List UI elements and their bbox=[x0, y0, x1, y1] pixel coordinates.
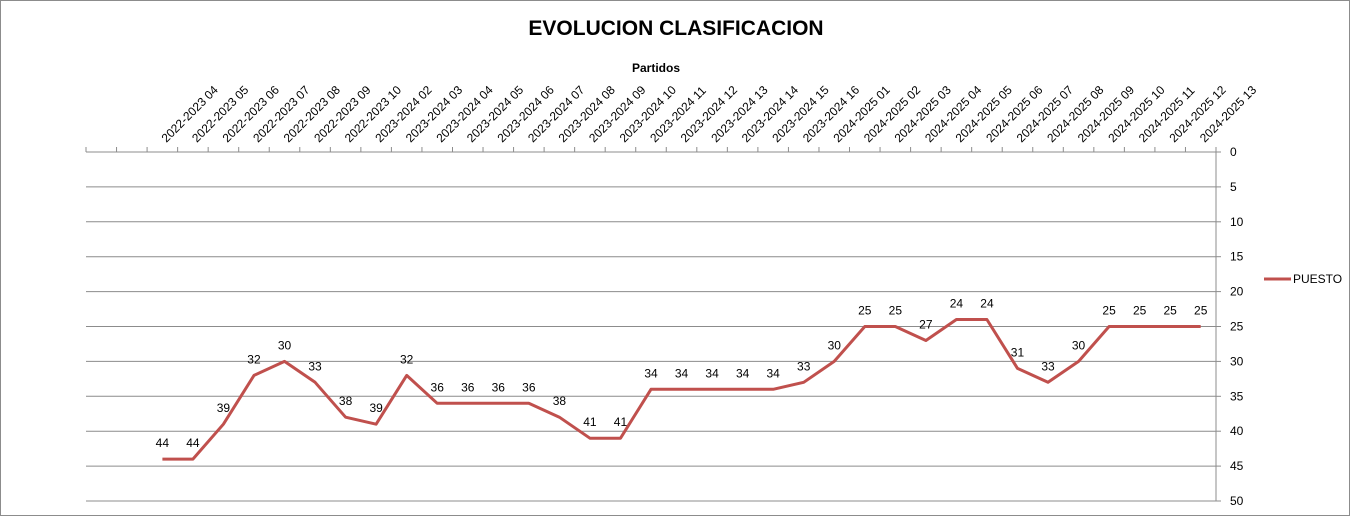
data-label: 25 bbox=[1133, 304, 1147, 318]
y-tick-label: 0 bbox=[1230, 145, 1237, 159]
data-label: 27 bbox=[919, 317, 933, 331]
data-label: 33 bbox=[1041, 359, 1055, 373]
y-tick-label: 10 bbox=[1230, 215, 1244, 229]
data-label: 36 bbox=[492, 380, 506, 394]
series-layer bbox=[162, 318, 1201, 461]
data-label: 34 bbox=[644, 366, 658, 380]
data-label: 30 bbox=[1072, 338, 1086, 352]
data-label: 32 bbox=[247, 352, 261, 366]
data-label: 34 bbox=[705, 366, 719, 380]
gridlines bbox=[86, 186, 1216, 502]
data-label: 36 bbox=[431, 380, 445, 394]
data-label: 25 bbox=[889, 304, 903, 318]
x-axis-title: Partidos bbox=[632, 61, 680, 75]
data-label: 34 bbox=[736, 366, 750, 380]
data-label: 41 bbox=[583, 415, 597, 429]
y-tick-label: 5 bbox=[1230, 180, 1237, 194]
data-label: 32 bbox=[400, 352, 414, 366]
data-label: 24 bbox=[980, 297, 994, 311]
data-label: 25 bbox=[1194, 304, 1208, 318]
y-tick-label: 20 bbox=[1230, 285, 1244, 299]
data-label: 33 bbox=[797, 359, 811, 373]
data-label: 30 bbox=[828, 338, 842, 352]
legend: PUESTO bbox=[1264, 272, 1342, 286]
data-label: 36 bbox=[461, 380, 475, 394]
y-tick-label: 25 bbox=[1230, 320, 1244, 334]
data-label: 25 bbox=[858, 304, 872, 318]
y-tick-label: 30 bbox=[1230, 354, 1244, 368]
axes bbox=[85, 147, 1221, 502]
series-line-puesto bbox=[162, 318, 1201, 461]
y-tick-label: 35 bbox=[1230, 389, 1244, 403]
data-label: 33 bbox=[308, 359, 322, 373]
data-label: 39 bbox=[217, 401, 231, 415]
data-label: 38 bbox=[553, 394, 567, 408]
chart-title: EVOLUCION CLASIFICACION bbox=[528, 17, 823, 40]
data-label: 36 bbox=[522, 380, 536, 394]
data-label: 39 bbox=[369, 401, 383, 415]
data-label: 34 bbox=[766, 366, 780, 380]
data-label: 25 bbox=[1164, 304, 1178, 318]
data-label: 44 bbox=[156, 436, 170, 450]
data-label: 24 bbox=[950, 297, 964, 311]
y-tick-labels: 0 5 10 15 20 25 30 35 40 45 50 bbox=[1230, 145, 1244, 508]
y-tick-label: 45 bbox=[1230, 459, 1244, 473]
data-label: 41 bbox=[614, 415, 628, 429]
legend-label-puesto: PUESTO bbox=[1293, 272, 1342, 286]
data-label: 30 bbox=[278, 338, 292, 352]
data-labels: 44 44 39 32 30 33 38 39 32 36 36 36 36 38 41 41 34 34 34 34… bbox=[156, 297, 1208, 451]
data-label: 31 bbox=[1011, 345, 1025, 359]
y-tick-label: 50 bbox=[1230, 494, 1244, 508]
data-label: 34 bbox=[675, 366, 689, 380]
y-tick-label: 15 bbox=[1230, 250, 1244, 264]
y-tick-label: 40 bbox=[1230, 424, 1244, 438]
data-label: 25 bbox=[1102, 304, 1116, 318]
data-label: 44 bbox=[186, 436, 200, 450]
data-label: 38 bbox=[339, 394, 353, 408]
